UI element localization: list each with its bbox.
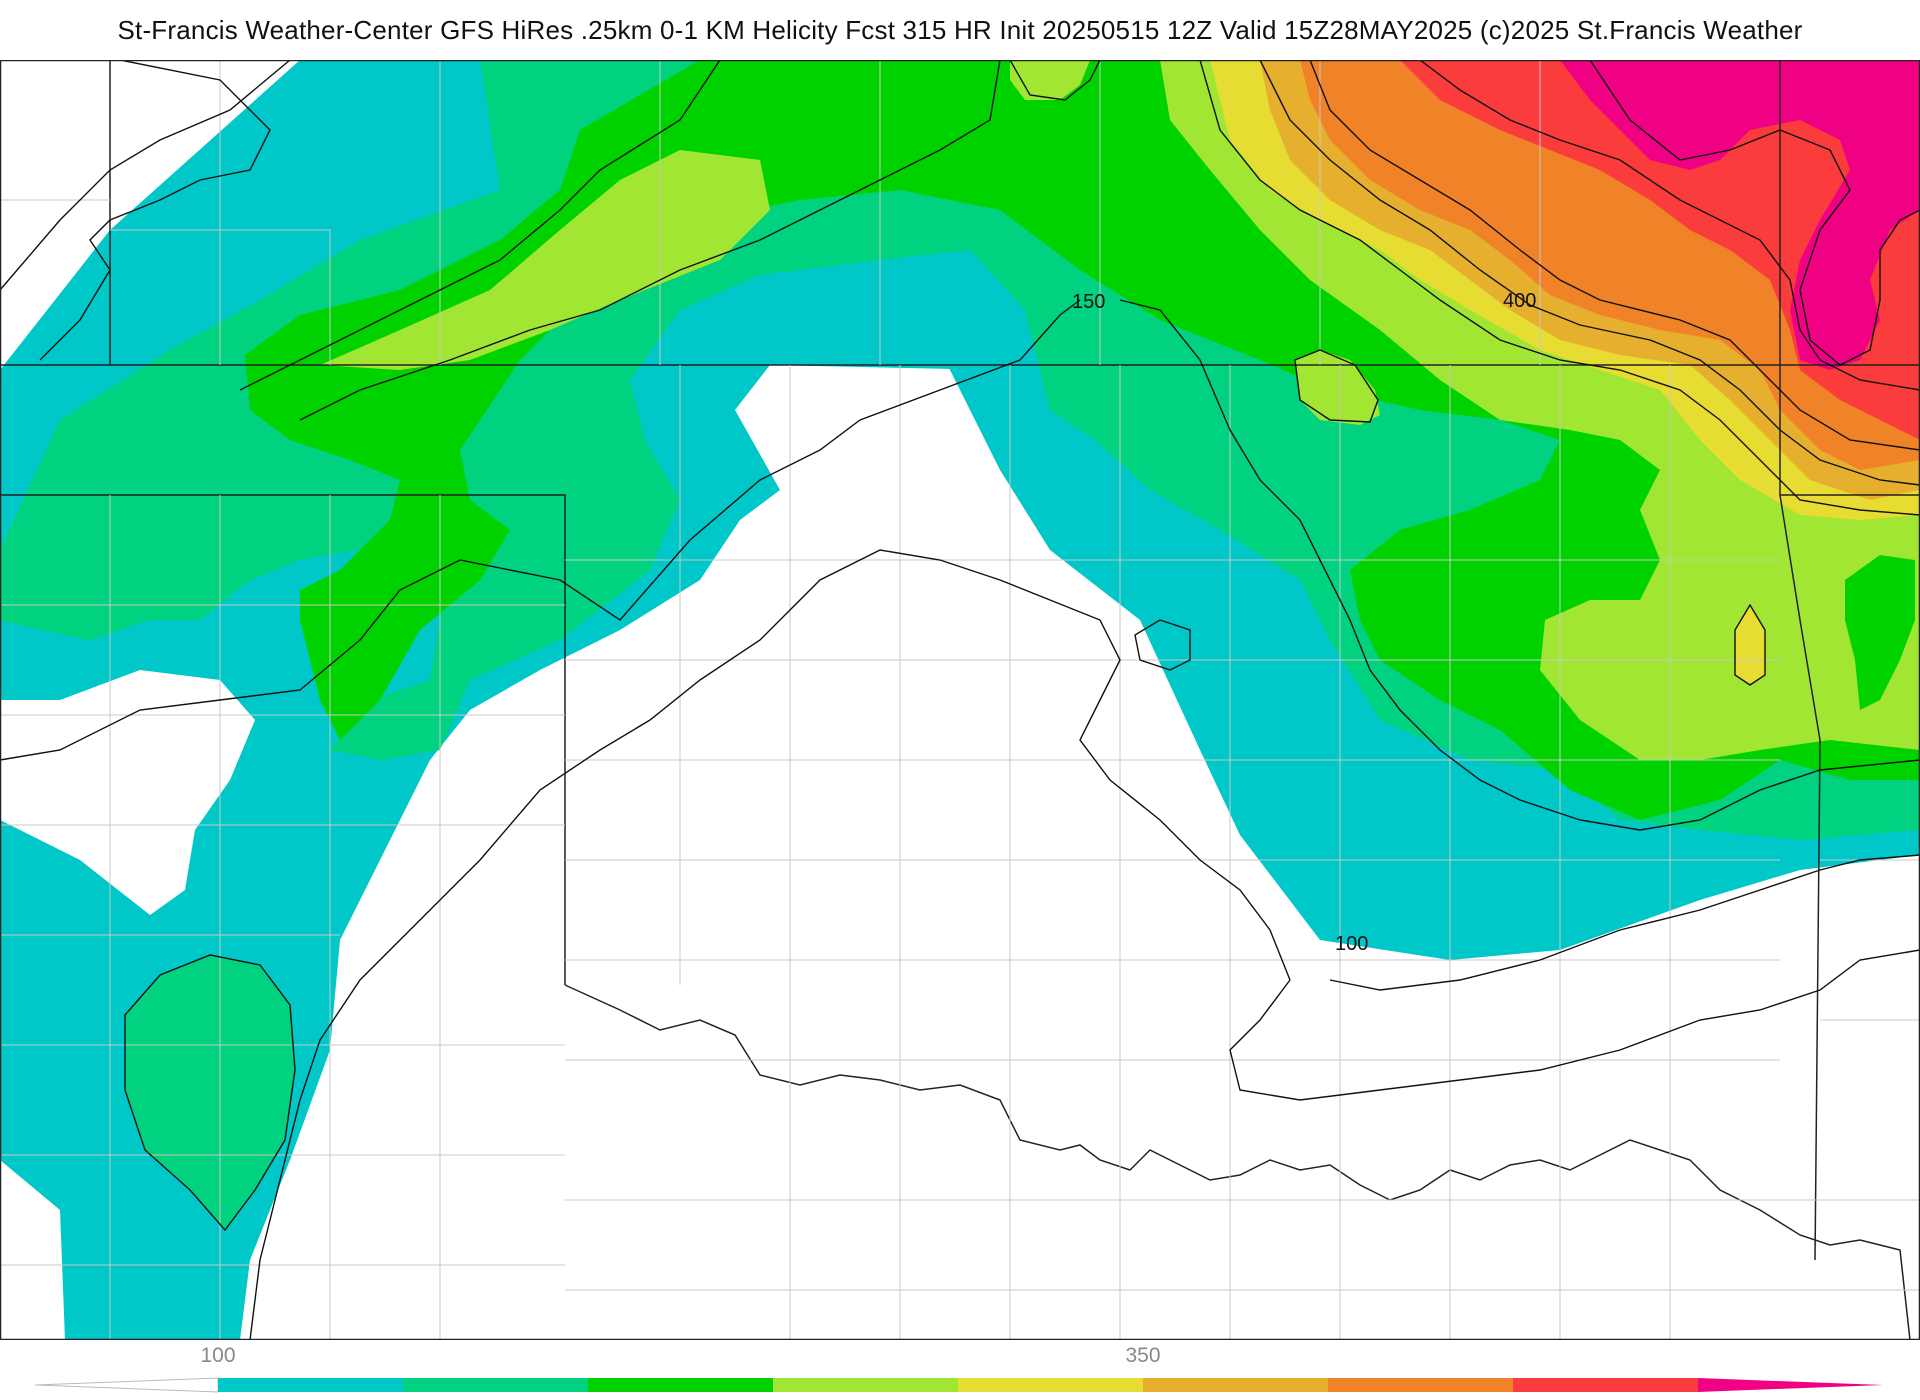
colorbar-tick-100: 100 xyxy=(200,1344,236,1367)
shade-band-450-500 xyxy=(1400,60,1920,440)
contour-label-400: 400 xyxy=(1503,290,1536,312)
map-title: St-Francis Weather-Center GFS HiRes .25k… xyxy=(117,14,1803,45)
colorbar-segment xyxy=(218,1378,403,1392)
shade-band-500-plus xyxy=(1560,60,1920,370)
colorbar-segment xyxy=(1328,1378,1513,1392)
title-bar: St-Francis Weather-Center GFS HiRes .25k… xyxy=(0,0,1920,60)
colorbar-segment xyxy=(1143,1378,1328,1392)
shade-gap-west xyxy=(0,670,255,915)
colorbar-strip xyxy=(34,1377,1883,1393)
shade-blob-east-yellow xyxy=(1735,605,1765,685)
shade-band-250-300 xyxy=(320,150,770,370)
state-boundaries xyxy=(0,60,1920,1340)
map-panel: 150 400 100 xyxy=(0,60,1920,1340)
contour-label-150: 150 xyxy=(1072,291,1105,313)
colorbar-segment xyxy=(588,1378,773,1392)
helicity-map: 150 400 100 xyxy=(0,60,1920,1340)
county-lines xyxy=(0,60,1920,1340)
colorbar-segment xyxy=(958,1378,1143,1392)
colorbar-segment xyxy=(403,1378,588,1392)
colorbar-tick-350: 350 xyxy=(1125,1344,1161,1367)
colorbar-segment xyxy=(1513,1378,1698,1392)
colorbar-segment xyxy=(773,1378,958,1392)
shade-blob-north xyxy=(1010,60,1090,100)
colorbar: 100 350 xyxy=(0,1340,1920,1400)
helicity-contours xyxy=(0,60,1920,1340)
shade-blob-southwest xyxy=(125,955,295,1230)
shade-blob-east-green xyxy=(1845,555,1915,710)
colorbar-segments xyxy=(218,1378,1698,1392)
colorbar-underflow-triangle xyxy=(34,1377,219,1393)
contour-label-100: 100 xyxy=(1335,933,1368,955)
shade-blob-central xyxy=(1295,350,1380,425)
colorbar-overflow-triangle xyxy=(1698,1378,1883,1392)
